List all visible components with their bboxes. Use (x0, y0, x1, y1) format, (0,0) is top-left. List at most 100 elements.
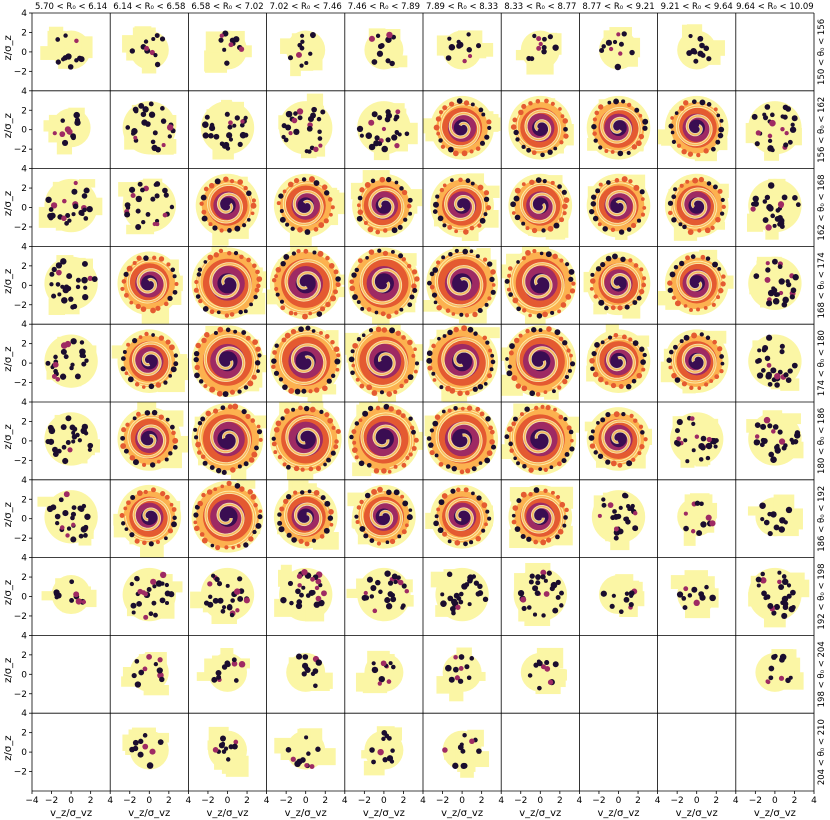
phase-spiral (199, 176, 257, 233)
panel-r7-c9 (677, 493, 718, 546)
y-tick-label: 4 (21, 476, 27, 486)
sparse-density-blobs (440, 571, 489, 616)
y-tick-label: −2 (14, 456, 27, 466)
sparse-density-blobs (683, 500, 716, 537)
sparse-density-blobs (53, 579, 87, 605)
panel-r9-c6 (436, 647, 486, 702)
sparse-density-blobs (212, 735, 239, 762)
sparse-density-blobs (296, 653, 323, 689)
panel-r3-c1 (38, 178, 103, 233)
phase-spiral (433, 98, 492, 157)
sparse-density-blobs (600, 588, 638, 614)
sparse-density-blobs (368, 31, 396, 67)
column-title-2: 6.14 < R₀ < 6.58 (113, 2, 185, 12)
y-tick-label: −2 (14, 690, 27, 700)
phase-spiral (271, 405, 341, 472)
sparse-density-blobs (129, 571, 175, 620)
density-mask (274, 728, 336, 770)
panel-r3-c5 (350, 170, 423, 238)
phase-spiral (589, 332, 647, 390)
panel-r8-c2 (122, 567, 183, 622)
panel-r7-c1 (37, 490, 98, 546)
row-title-10: 204 < θ₀ < 210 (817, 719, 827, 785)
phase-spiral (120, 331, 179, 390)
phase-spiral (511, 487, 569, 546)
y-axis-label: z/σ_z (3, 346, 14, 371)
phase-spiral (193, 248, 263, 318)
panel-r6-c2 (117, 402, 189, 471)
phase-spiral (510, 177, 570, 234)
phase-spiral (276, 176, 335, 235)
sparse-density-blobs (517, 569, 564, 618)
phase-spiral (433, 487, 492, 547)
column-title-8: 8.77 < R₀ < 9.21 (582, 2, 654, 12)
panel-r4-c4 (266, 246, 345, 320)
y-tick-label: 0 (21, 359, 27, 369)
density-mask (746, 178, 802, 240)
sparse-density-blobs (125, 101, 176, 153)
y-tick-label: −2 (14, 67, 27, 77)
panel-r7-c6 (425, 484, 494, 549)
x-axis-label: v_z/σ_vz (363, 808, 405, 819)
panel-r6-c5 (347, 402, 423, 477)
panel-r4-c10 (748, 256, 802, 311)
row-title-3: 162 < θ₀ < 168 (817, 174, 827, 240)
density-mask (520, 647, 567, 695)
row-title-2: 156 < θ₀ < 162 (817, 97, 827, 163)
column-title-9: 9.21 < R₀ < 9.64 (661, 2, 733, 12)
y-tick-label: 2 (21, 340, 27, 350)
y-axis-label: z/σ_z (3, 35, 14, 60)
x-tick-label: 0 (68, 796, 74, 806)
panel-r1-c9 (677, 24, 725, 70)
phase-spiral (668, 99, 725, 158)
x-axis-label: v_z/σ_vz (50, 808, 92, 819)
x-tick-label: 4 (577, 796, 583, 806)
x-tick-label: −2 (671, 796, 684, 806)
y-tick-label: 0 (21, 515, 27, 525)
x-tick-label: −2 (358, 796, 371, 806)
x-tick-label: −2 (45, 796, 58, 806)
phase-spiral (119, 487, 177, 547)
panel-r5-c10 (748, 334, 802, 391)
x-tick-label: 0 (616, 796, 622, 806)
x-tick-label: 0 (537, 796, 543, 806)
x-tick-label: 0 (459, 796, 465, 806)
panel-r10-c5 (361, 726, 404, 776)
panel-r2-c9 (657, 95, 729, 162)
sparse-density-blobs (750, 182, 801, 231)
panel-r7-c3 (191, 480, 264, 553)
panel-r1-c1 (40, 26, 93, 70)
x-tick-label: −2 (123, 796, 136, 806)
density-mask (280, 30, 326, 77)
sparse-density-blobs (52, 111, 81, 146)
phase-spiral (667, 254, 726, 312)
panel-r9-c5 (355, 650, 404, 694)
sparse-density-blobs (755, 334, 798, 388)
y-tick-label: 2 (21, 729, 27, 739)
panel-r6-c6 (424, 403, 499, 475)
sparse-density-blobs (369, 730, 395, 765)
panel-r7-c2 (113, 484, 182, 558)
x-tick-label: 4 (186, 796, 192, 806)
x-tick-label: −2 (201, 796, 214, 806)
y-tick-label: 4 (21, 9, 27, 19)
y-axis-label: z/σ_z (3, 424, 14, 449)
column-title-5: 7.46 < R₀ < 7.89 (348, 2, 420, 12)
panel-r3-c3 (195, 173, 260, 246)
row-title-1: 150 < θ₀ < 156 (817, 19, 827, 85)
row-title-9: 198 < θ₀ < 204 (817, 641, 827, 707)
panel-r1-c7 (515, 30, 562, 75)
phase-spiral (427, 248, 496, 318)
x-tick-label: 2 (401, 796, 407, 806)
panel-r2-c7 (508, 95, 574, 160)
row-title-7: 186 < θ₀ < 192 (817, 486, 827, 552)
phase-spiral (591, 98, 649, 157)
x-tick-label: 2 (166, 796, 172, 806)
sparse-density-blobs (686, 33, 712, 64)
panel-r7-c7 (508, 484, 574, 549)
y-tick-label: −2 (14, 379, 27, 389)
sparse-density-blobs (356, 109, 410, 153)
panel-r1-c5 (364, 28, 408, 70)
sparse-density-blobs (753, 258, 799, 308)
